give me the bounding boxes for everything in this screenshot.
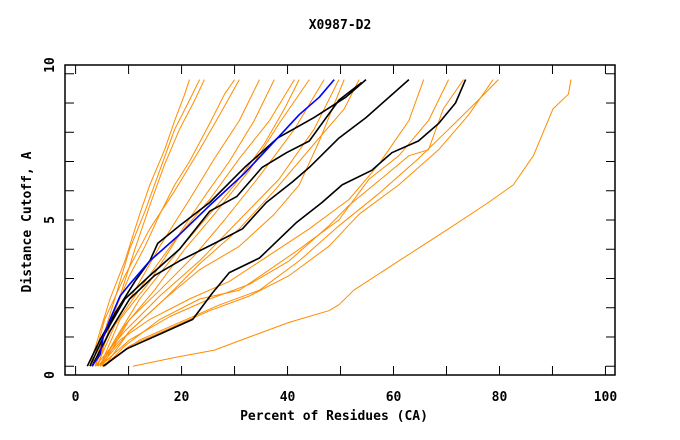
series-line-2 (94, 79, 201, 367)
series-line-7 (99, 79, 295, 367)
series-layer (86, 78, 572, 367)
y-tick-label: 0 (43, 371, 58, 379)
series-line-14 (99, 79, 464, 367)
series-line-8 (99, 79, 310, 367)
axes-layer: 0 20 40 60 80 100 0 5 10 (43, 57, 617, 405)
series-line-1 (89, 79, 190, 367)
chart-title: X0987-D2 (309, 18, 372, 33)
x-tick-label: 80 (492, 390, 508, 405)
series-line-21 (86, 78, 367, 367)
y-axis-title: Distance Cutoff, A (20, 151, 35, 292)
series-line-13 (104, 79, 450, 367)
x-tick-label: 0 (72, 390, 80, 405)
series-line-22 (89, 81, 363, 367)
x-axis-title: Percent of Residues (CA) (240, 409, 428, 424)
x-tick-label: 100 (594, 390, 618, 405)
x-tick-label: 60 (386, 390, 402, 405)
series-line-20 (99, 79, 345, 367)
series-line-17 (132, 79, 572, 367)
x-tick-label: 40 (280, 390, 296, 405)
series-line-24 (102, 79, 467, 367)
y-tick-label: 5 (43, 216, 58, 224)
series-line-23 (91, 79, 410, 367)
series-line-15 (104, 79, 494, 367)
series-line-25 (91, 79, 335, 367)
series-line-19 (99, 79, 300, 367)
series-line-9 (101, 79, 325, 367)
y-tick-label: 10 (43, 57, 58, 73)
series-line-16 (101, 79, 499, 367)
series-line-10 (94, 79, 340, 367)
x-tick-label: 20 (174, 390, 190, 405)
series-line-11 (104, 79, 360, 367)
series-line-3 (97, 79, 205, 367)
series-line-12 (97, 79, 425, 367)
